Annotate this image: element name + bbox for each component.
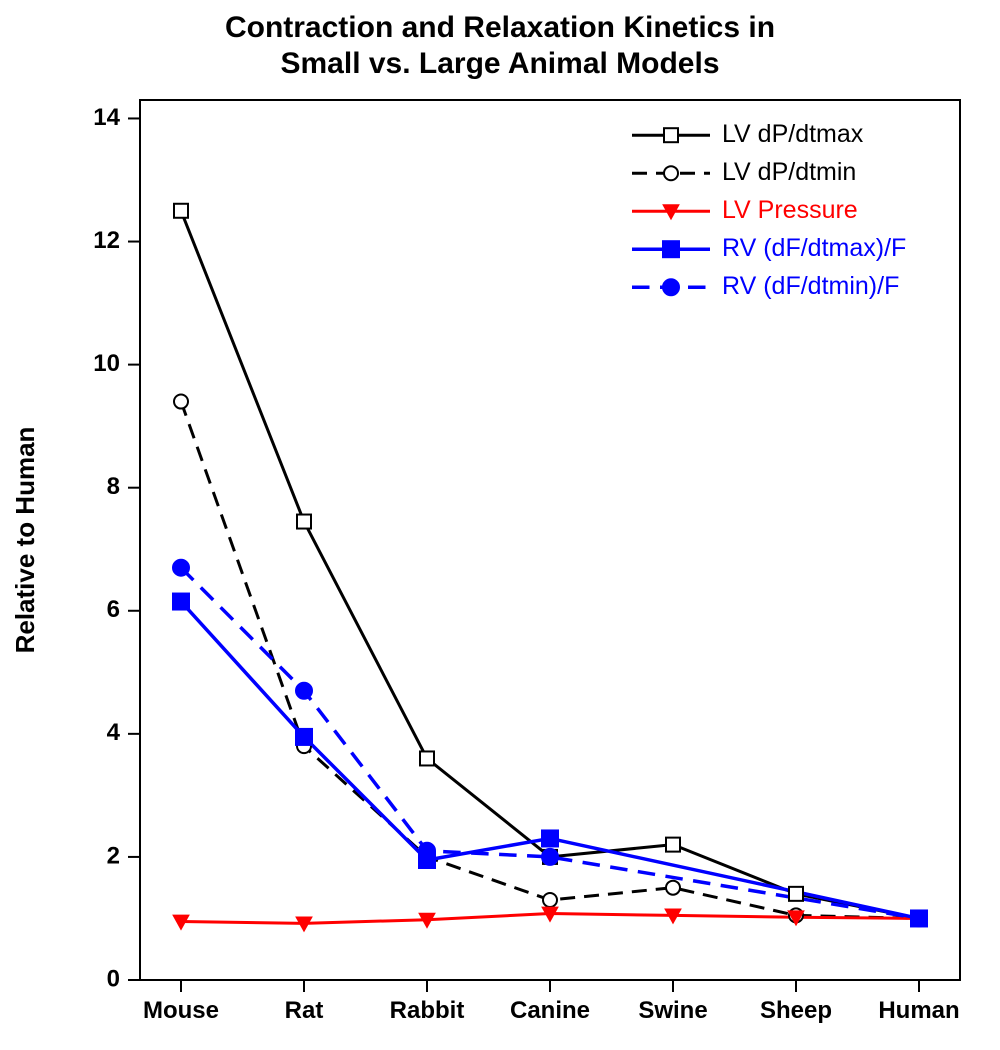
series-markers: [173, 204, 927, 932]
ytick-label: 2: [107, 842, 120, 869]
legend: LV dP/dtmax LV dP/dtmin LV Pressure RV (dF/…: [632, 120, 906, 300]
legend-marker-rv_dfdtmax: [663, 241, 679, 257]
series-markers-lv_dpdtmax: [174, 204, 926, 926]
ytick-label: 8: [107, 473, 120, 500]
ytick-label: 10: [93, 350, 120, 377]
series-markers-rv_dfdtmax: [173, 594, 927, 927]
series-line-rv_dfdtmax: [181, 602, 919, 919]
series-markers-rv_dfdtmin: [173, 560, 927, 927]
xtick-label: Mouse: [143, 997, 219, 1024]
legend-label-lv_dpdtmax: LV dP/dtmax: [722, 120, 864, 148]
ytick-label: 14: [93, 104, 120, 131]
chart-title-line2: Small vs. Large Animal Models: [280, 47, 719, 80]
ytick-label: 4: [107, 719, 121, 746]
legend-label-lv_pressure: LV Pressure: [722, 196, 858, 224]
series-lines: [181, 211, 919, 924]
chart-title: Contraction and Relaxation Kinetics in S…: [0, 10, 1000, 82]
y-axis-label: Relative to Human: [10, 427, 40, 654]
legend-label-rv_dfdtmin: RV (dF/dtmin)/F: [722, 272, 899, 300]
ytick-label: 6: [107, 596, 120, 623]
series-line-lv_dpdtmax: [181, 211, 919, 919]
legend-marker-lv_dpdtmin: [664, 166, 678, 180]
xtick-label: Rat: [285, 997, 324, 1024]
xtick-label: Canine: [510, 997, 590, 1024]
legend-marker-lv_dpdtmax: [664, 128, 678, 142]
ytick-label: 0: [107, 965, 120, 992]
xtick-label: Rabbit: [390, 997, 465, 1024]
legend-marker-rv_dfdtmin: [663, 279, 679, 295]
series-markers-lv_pressure: [173, 907, 927, 931]
xtick-label: Human: [878, 997, 959, 1024]
ytick-label: 12: [93, 227, 120, 254]
xtick-label: Sheep: [760, 997, 832, 1024]
chart-svg: 0 2 4 6 8 10 12 14 Mouse Rat Rabbit Canine Swine Shee…: [0, 0, 1000, 1050]
chart-container: Contraction and Relaxation Kinetics in S…: [0, 0, 1000, 1050]
legend-label-rv_dfdtmax: RV (dF/dtmax)/F: [722, 234, 906, 262]
xtick-label: Swine: [638, 997, 707, 1024]
chart-title-line1: Contraction and Relaxation Kinetics in: [225, 11, 775, 44]
legend-label-lv_dpdtmin: LV dP/dtmin: [722, 158, 856, 186]
